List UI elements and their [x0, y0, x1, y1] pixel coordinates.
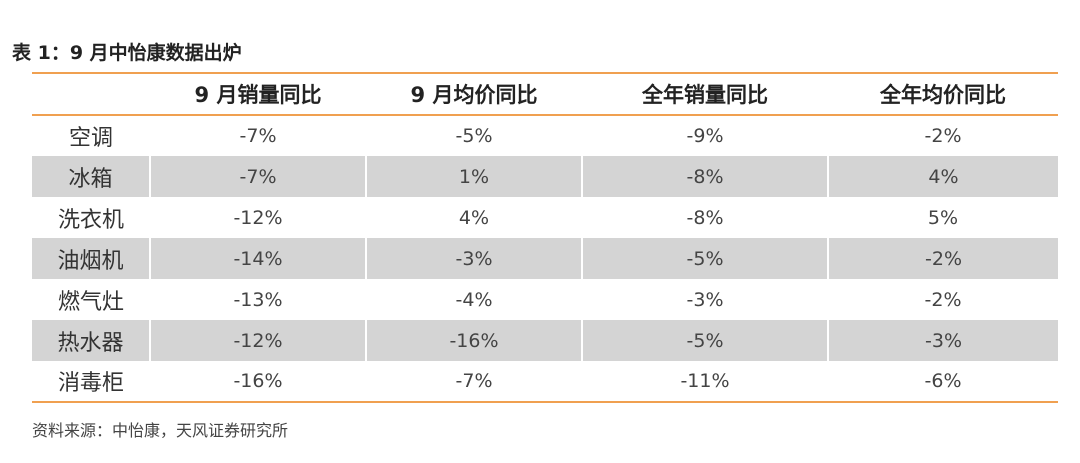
- cell-sep-price: 1%: [365, 156, 582, 197]
- cell-year-volume: -3%: [686, 288, 724, 311]
- row-label: 空调: [68, 126, 113, 151]
- row-label: 油烟机: [32, 238, 150, 279]
- data-table: 9 月销量同比 9 月均价同比 全年销量同比 全年均价同比 空调 -7% -5%…: [32, 72, 1058, 403]
- row-label: 燃气灶: [57, 289, 124, 315]
- data-table-container: 9 月销量同比 9 月均价同比 全年销量同比 全年均价同比 空调 -7% -5%…: [32, 72, 1058, 403]
- cell-sep-volume: -7%: [149, 156, 366, 197]
- cell-year-price: -2%: [924, 125, 962, 147]
- table-caption: 表 1：9 月中怡康数据出炉: [12, 42, 242, 64]
- cell-sep-price: -7%: [455, 370, 493, 392]
- cell-year-volume: -8%: [686, 206, 724, 229]
- cell-sep-volume: -7%: [239, 125, 277, 147]
- cell-sep-price: -3%: [365, 238, 582, 279]
- cell-sep-price: -4%: [455, 288, 493, 311]
- row-label: 热水器: [32, 320, 150, 361]
- cell-sep-volume: -14%: [149, 238, 366, 279]
- cell-sep-volume: -16%: [233, 370, 283, 392]
- cell-year-price: -2%: [924, 288, 962, 311]
- table-row: 洗衣机 -12% 4% -8% 5%: [32, 197, 1058, 238]
- table-row: 空调 -7% -5% -9% -2%: [32, 115, 1058, 156]
- cell-sep-price: -5%: [455, 125, 493, 147]
- cell-year-volume: -5%: [581, 238, 828, 279]
- table-row: 热水器 -12% -16% -5% -3%: [32, 320, 1058, 361]
- cell-year-price: -2%: [827, 238, 1058, 279]
- header-cell-year-volume: 全年销量同比: [642, 83, 768, 107]
- header-cell-sep-volume: 9 月销量同比: [194, 83, 322, 107]
- row-label: 冰箱: [32, 156, 150, 197]
- table-row: 消毒柜 -16% -7% -11% -6%: [32, 361, 1058, 402]
- row-label: 消毒柜: [57, 371, 124, 396]
- cell-year-volume: -5%: [581, 320, 828, 361]
- source-note: 资料来源：中怡康，天风证券研究所: [32, 421, 289, 440]
- table-row: 燃气灶 -13% -4% -3% -2%: [32, 279, 1058, 320]
- header-cell-year-price: 全年均价同比: [880, 83, 1006, 107]
- header-cell-category: [32, 73, 150, 115]
- cell-sep-volume: -12%: [149, 320, 366, 361]
- cell-sep-price: -16%: [365, 320, 582, 361]
- table-row: 油烟机 -14% -3% -5% -2%: [32, 238, 1058, 279]
- header-cell-sep-price: 9 月均价同比: [410, 83, 538, 107]
- cell-sep-price: 4%: [458, 206, 490, 229]
- table-row: 冰箱 -7% 1% -8% 4%: [32, 156, 1058, 197]
- cell-year-price: -3%: [827, 320, 1058, 361]
- cell-sep-volume: -12%: [233, 206, 283, 229]
- cell-year-volume: -8%: [581, 156, 828, 197]
- table-header-row: 9 月销量同比 9 月均价同比 全年销量同比 全年均价同比: [32, 73, 1058, 115]
- cell-sep-volume: -13%: [233, 288, 283, 311]
- cell-year-volume: -11%: [680, 370, 730, 392]
- cell-year-volume: -9%: [686, 125, 724, 147]
- cell-year-price: 5%: [927, 206, 959, 229]
- row-label: 洗衣机: [57, 207, 124, 233]
- cell-year-price: -6%: [924, 370, 962, 392]
- cell-year-price: 4%: [827, 156, 1058, 197]
